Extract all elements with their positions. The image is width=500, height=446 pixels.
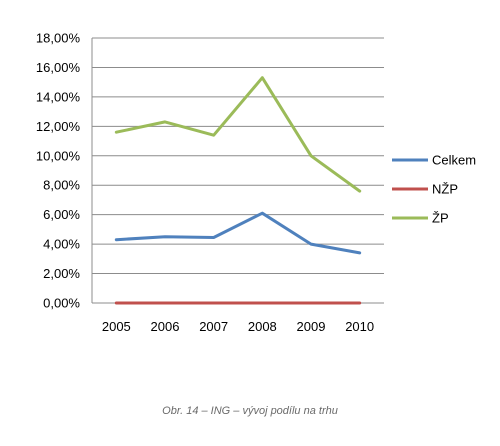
y-tick-label: 12,00% (36, 119, 81, 134)
x-tick-label: 2006 (151, 319, 180, 334)
y-tick-label: 8,00% (43, 178, 80, 193)
y-tick-label: 18,00% (36, 31, 81, 46)
y-tick-label: 4,00% (43, 237, 80, 252)
series-lines (114, 76, 362, 305)
line-chart: 0,00% 2,00% 4,00% 6,00% 8,00% 10,00% 12,00% 14,… (36, 31, 476, 335)
legend-label: ŽP (432, 211, 449, 226)
y-axis-tick-labels: 0,00% 2,00% 4,00% 6,00% 8,00% 10,00% 12,00% 14,… (36, 31, 81, 311)
figure-caption: Obr. 14 – ING – vývoj podílu na trhu (162, 405, 338, 417)
legend-label: NŽP (432, 182, 458, 197)
y-tick-label: 0,00% (43, 296, 80, 311)
series-line (114, 76, 362, 193)
y-tick-label: 10,00% (36, 148, 81, 163)
gridlines (91, 37, 384, 304)
y-tick-label: 14,00% (36, 89, 81, 104)
y-tick-label: 6,00% (43, 207, 80, 222)
x-tick-label: 2007 (199, 319, 228, 334)
x-tick-label: 2010 (345, 319, 374, 334)
x-tick-label: 2005 (102, 319, 131, 334)
x-axis-tick-labels: 2005 2006 2007 2008 2009 2010 (102, 319, 374, 334)
y-tick-label: 16,00% (36, 60, 81, 75)
series-line (114, 211, 362, 255)
x-tick-label: 2009 (297, 319, 326, 334)
x-tick-label: 2008 (248, 319, 277, 334)
legend: Celkem NŽP ŽP (392, 153, 476, 226)
y-tick-label: 2,00% (43, 266, 80, 281)
legend-label: Celkem (432, 153, 476, 168)
